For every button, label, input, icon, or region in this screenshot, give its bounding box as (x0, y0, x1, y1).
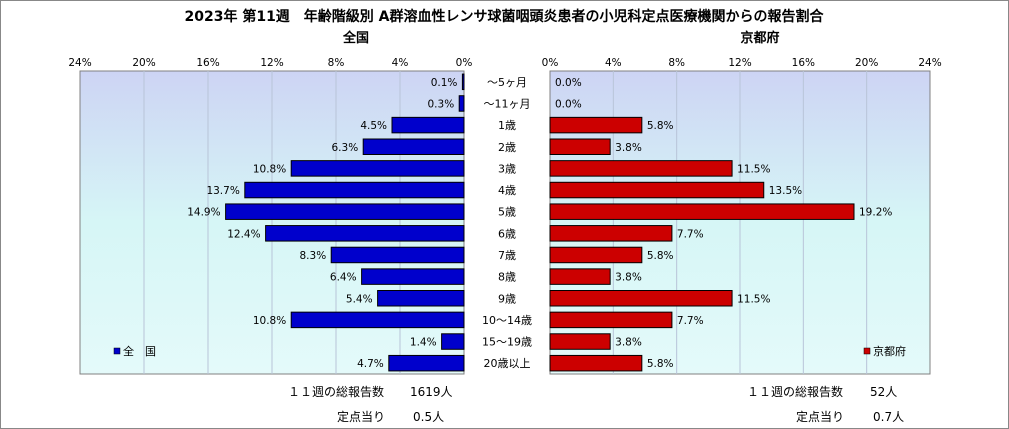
kyoto-data-label: 11.5% (737, 163, 770, 175)
kyoto-bar (549, 268, 611, 285)
kyoto-data-label: 7.7% (677, 228, 704, 240)
national-bar (290, 160, 465, 177)
kyoto-tick-label: 24% (918, 57, 941, 69)
kyoto-legend-swatch (863, 347, 871, 355)
national-tick-label: 16% (196, 57, 219, 69)
national-bar (377, 290, 465, 307)
national-bar (361, 268, 465, 285)
kyoto-bar (549, 138, 611, 155)
national-bar (290, 311, 465, 329)
kyoto-bar (549, 160, 733, 177)
category-label: ～5ヶ月 (487, 76, 527, 89)
kyoto-data-label: 0.0% (555, 98, 582, 110)
national-tick-label: 24% (68, 57, 91, 69)
national-total-label: １１週の総報告数 (288, 385, 385, 399)
national-tick-label: 4% (392, 57, 409, 69)
national-data-label: 12.4% (227, 228, 260, 240)
national-bar (391, 116, 465, 134)
kyoto-data-label: 3.8% (615, 142, 642, 154)
kyoto-data-label: 3.8% (615, 272, 642, 284)
kyoto-total-value: 52人 (870, 385, 898, 399)
kyoto-per-value: 0.7人 (873, 410, 905, 424)
national-bar (388, 354, 465, 372)
national-legend-swatch (113, 347, 121, 355)
kyoto-tick-label: 20% (855, 57, 878, 69)
national-bar (461, 73, 465, 91)
category-label: 1歳 (498, 119, 516, 132)
national-bar (265, 225, 465, 242)
category-label: 20歳以上 (484, 357, 531, 370)
kyoto-data-label: 5.8% (647, 250, 674, 262)
kyoto-data-label: 7.7% (677, 315, 704, 327)
national-data-label: 10.8% (253, 315, 286, 327)
national-bar (225, 203, 465, 220)
kyoto-data-label: 3.8% (615, 337, 642, 349)
kyoto-bar (549, 181, 765, 199)
kyoto-data-label: 19.2% (859, 207, 892, 219)
national-total-value: 1619人 (410, 385, 453, 399)
kyoto-bar (549, 290, 733, 307)
national-data-label: 8.3% (300, 250, 327, 262)
category-label: 5歳 (498, 206, 516, 219)
category-label: 15～19歳 (482, 336, 532, 349)
national-bar (441, 333, 465, 350)
national-tick-label: 0% (456, 57, 473, 69)
national-tick-label: 8% (328, 57, 345, 69)
national-tick-label: 12% (260, 57, 283, 69)
kyoto-tick-label: 4% (605, 57, 622, 69)
national-per-label: 定点当り (337, 410, 386, 424)
kyoto-tick-label: 8% (668, 57, 685, 69)
category-label: 8歳 (498, 271, 516, 284)
chart-title: 2023年 第11週 年齢階級別 A群溶血性レンサ球菌咽頭炎患者の小児科定点医療… (184, 8, 824, 25)
kyoto-tick-label: 12% (728, 57, 751, 69)
national-data-label: 0.3% (428, 98, 455, 110)
national-data-label: 1.4% (410, 337, 437, 349)
category-label: 2歳 (498, 141, 516, 154)
kyoto-tick-label: 0% (542, 57, 559, 69)
category-label: 10～14歳 (482, 314, 532, 327)
category-label: 9歳 (498, 292, 516, 305)
kyoto-bar (549, 354, 643, 372)
national-panel-title: 全国 (342, 30, 369, 46)
national-tick-label: 20% (132, 57, 155, 69)
national-data-label: 4.5% (360, 120, 387, 132)
category-label: 7歳 (498, 249, 516, 262)
kyoto-data-label: 5.8% (647, 358, 674, 370)
national-per-value: 0.5人 (413, 410, 445, 424)
kyoto-bar (549, 116, 643, 134)
national-data-label: 14.9% (187, 207, 220, 219)
kyoto-bar (549, 203, 855, 220)
national-data-label: 6.3% (332, 142, 359, 154)
category-label: 3歳 (498, 162, 516, 175)
kyoto-bar (549, 311, 673, 329)
national-bar (458, 95, 465, 112)
category-label: 6歳 (498, 227, 516, 240)
kyoto-bar (549, 246, 643, 264)
national-bar (362, 138, 465, 155)
national-legend-label: 全 国 (123, 344, 156, 358)
kyoto-data-label: 5.8% (647, 120, 674, 132)
national-data-label: 6.4% (330, 272, 357, 284)
national-data-label: 4.7% (357, 358, 384, 370)
national-data-label: 5.4% (346, 293, 373, 305)
kyoto-data-label: 13.5% (769, 185, 802, 197)
national-bar (244, 181, 465, 199)
kyoto-total-label: １１週の総報告数 (747, 385, 844, 399)
category-label: ～11ヶ月 (484, 97, 531, 110)
kyoto-bar (549, 333, 611, 350)
national-bar (330, 246, 465, 264)
kyoto-legend-label: 京都府 (873, 344, 906, 358)
kyoto-data-label: 0.0% (555, 77, 582, 89)
kyoto-tick-label: 16% (792, 57, 815, 69)
national-data-label: 0.1% (431, 77, 458, 89)
category-label: 4歳 (498, 184, 516, 197)
national-data-label: 13.7% (206, 185, 239, 197)
kyoto-bar (549, 225, 673, 242)
kyoto-panel-title: 京都府 (740, 30, 779, 46)
kyoto-per-label: 定点当り (796, 410, 845, 424)
national-data-label: 10.8% (253, 163, 286, 175)
kyoto-data-label: 11.5% (737, 293, 770, 305)
